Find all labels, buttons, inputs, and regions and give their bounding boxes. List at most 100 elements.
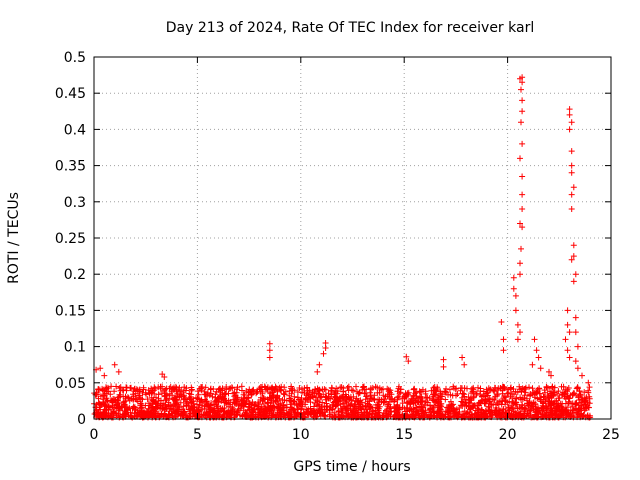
data-point: [434, 386, 441, 392]
data-point: [248, 411, 255, 418]
data-point: [284, 410, 290, 417]
data-point: [572, 329, 579, 336]
data-point: [177, 413, 184, 419]
data-point: [240, 397, 247, 404]
data-point: [140, 409, 147, 416]
data-point: [254, 406, 261, 413]
data-point: [372, 383, 379, 390]
data-point: [113, 412, 120, 419]
data-point: [333, 394, 339, 401]
data-point: [262, 413, 269, 420]
data-point: [535, 354, 542, 361]
data-point: [110, 408, 117, 415]
data-point: [475, 384, 481, 391]
data-point: [531, 336, 538, 343]
data-point: [537, 365, 544, 372]
data-point: [570, 184, 577, 191]
data-point: [519, 108, 526, 115]
data-point: [196, 385, 203, 392]
data-point: [486, 407, 493, 413]
data-point: [451, 412, 458, 419]
data-point: [468, 390, 475, 397]
data-point: [516, 383, 523, 390]
data-point: [289, 405, 296, 412]
data-point: [285, 411, 292, 418]
data-point: [264, 404, 271, 411]
data-point: [163, 385, 170, 392]
data-point: [324, 406, 331, 413]
data-point: [331, 409, 338, 416]
data-point: [359, 403, 366, 410]
data-point: [361, 410, 368, 417]
data-point: [416, 388, 423, 395]
data-point: [169, 392, 176, 399]
data-point: [231, 412, 238, 419]
data-point: [526, 384, 532, 391]
data-point: [222, 391, 229, 397]
data-point: [376, 399, 383, 405]
data-point: [542, 396, 549, 403]
data-point: [536, 390, 543, 397]
data-point: [150, 397, 157, 404]
data-point: [155, 384, 162, 391]
data-point: [581, 389, 588, 396]
data-point: [499, 390, 506, 397]
data-point: [519, 97, 526, 104]
data-point: [461, 361, 468, 368]
data-point: [568, 191, 575, 198]
data-point: [266, 347, 273, 354]
data-point: [350, 406, 357, 413]
data-point: [394, 388, 401, 395]
data-point: [570, 278, 577, 285]
data-point: [163, 391, 170, 398]
data-point: [283, 404, 290, 411]
data-point: [394, 402, 401, 409]
data-point: [387, 395, 394, 402]
data-point: [135, 411, 142, 418]
data-point: [190, 398, 197, 405]
data-point: [440, 363, 447, 370]
data-point: [396, 406, 403, 413]
data-point: [517, 410, 524, 417]
data-point: [113, 383, 120, 390]
data-point: [161, 374, 168, 380]
data-point: [314, 402, 321, 408]
data-point: [314, 368, 321, 375]
data-point: [328, 391, 335, 398]
data-point: [424, 399, 431, 406]
data-point: [487, 386, 494, 393]
data-point: [111, 388, 118, 395]
data-point: [517, 260, 523, 267]
data-point: [443, 389, 450, 396]
data-point: [574, 343, 581, 350]
data-point: [375, 412, 382, 419]
data-point: [227, 401, 234, 408]
data-point: [568, 206, 575, 212]
data-point: [467, 400, 473, 406]
data-point: [317, 413, 324, 420]
data-point: [436, 411, 443, 418]
data-point: [518, 86, 524, 93]
data-point: [461, 408, 468, 415]
data-point: [351, 404, 358, 410]
data-point: [241, 392, 248, 398]
data-point: [219, 394, 226, 401]
data-point: [567, 392, 574, 399]
data-point: [564, 347, 571, 354]
data-point: [551, 400, 558, 407]
data-point: [248, 401, 255, 408]
data-point: [358, 406, 365, 413]
data-point: [322, 386, 329, 393]
data-point: [206, 408, 212, 415]
data-point: [213, 397, 220, 404]
data-point: [162, 401, 169, 408]
data-point: [122, 393, 129, 400]
data-point: [554, 390, 561, 397]
data-point: [107, 413, 114, 420]
data-point: [533, 389, 540, 396]
data-point: [566, 329, 573, 336]
data-point: [394, 412, 401, 419]
data-point: [345, 413, 352, 420]
data-point: [321, 386, 328, 393]
